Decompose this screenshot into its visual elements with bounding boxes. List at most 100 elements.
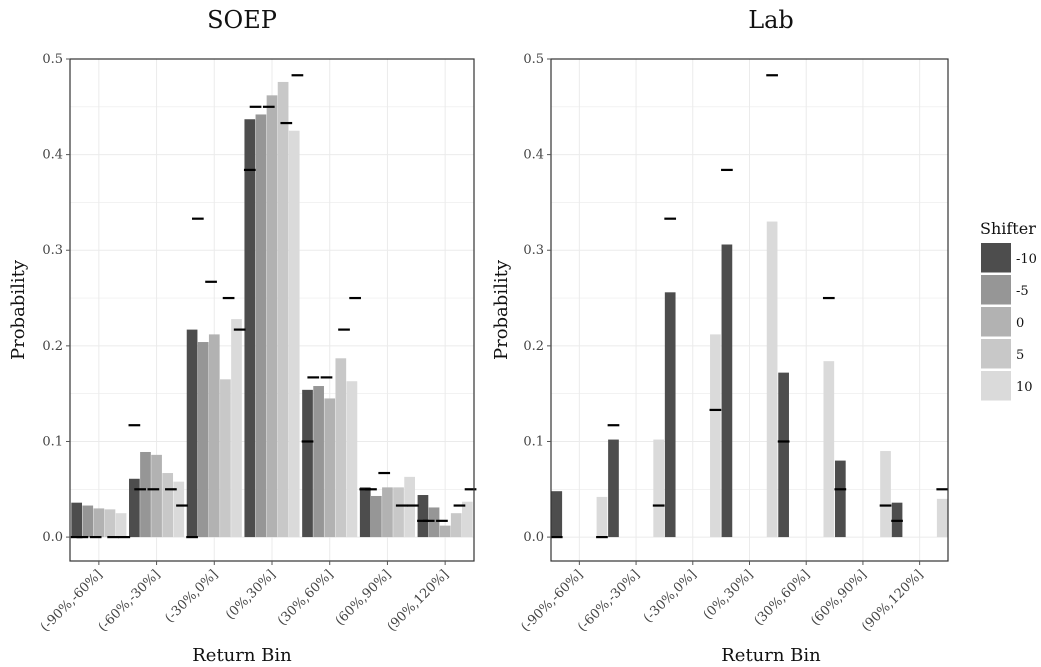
x-tick-label: (30%,60%] (275, 567, 337, 629)
soep-y-axis-label: Probability (8, 259, 29, 360)
y-tick-label: 0.3 (523, 243, 544, 258)
soep-x-ticks: (-90%,-60%](-60%,-30%](-30%,0%] (0%,30%](… (38, 561, 452, 635)
bar-10-0 (115, 513, 127, 538)
bar--10-6 (417, 495, 429, 538)
x-tick-label: (-30%,0%] (162, 567, 221, 626)
bar-10-4 (823, 361, 835, 538)
bar-10-3 (288, 130, 300, 538)
lab-markers (550, 74, 949, 539)
legend-items: -10 -5 0 5 10 (981, 243, 1037, 401)
bar-0-3 (266, 95, 278, 538)
bar-5-0 (104, 509, 116, 538)
legend-key-5 (981, 339, 1011, 369)
bar-5-2 (220, 379, 231, 538)
legend-title: Shifter (980, 219, 1036, 238)
bar-10-1 (653, 439, 665, 538)
bar--5-1 (140, 451, 151, 538)
soep-y-ticks: 0.0 0.1 0.2 0.3 0.4 0.5 (42, 52, 70, 545)
bar-0-6 (439, 525, 451, 538)
bar-10-5 (880, 451, 891, 538)
x-tick-label: (0%,30%] (701, 567, 757, 623)
bar--10-4 (302, 389, 313, 538)
legend-label--10: -10 (1016, 252, 1037, 267)
bar-5-5 (393, 487, 404, 538)
y-tick-label: 0.4 (523, 148, 544, 163)
legend-label-10: 10 (1016, 380, 1033, 395)
soep-panel: SOEP Return Bin Probability 0.0 0.1 0.2 0.3… (8, 6, 477, 666)
lab-y-axis-label: Probability (491, 259, 512, 360)
bar-0-2 (208, 334, 220, 538)
bar-5-1 (162, 473, 174, 538)
x-tick-label: (-30%,0%] (641, 567, 700, 626)
x-tick-label: (90%,120%] (385, 567, 452, 634)
x-tick-label: (30%,60%] (751, 567, 813, 629)
legend-label-5: 5 (1016, 348, 1024, 363)
bar--10-3 (244, 119, 256, 538)
y-tick-label: 0.3 (42, 243, 63, 258)
lab-panel-title: Lab (748, 6, 794, 34)
bar-10-1 (173, 481, 185, 538)
bar--5-3 (255, 114, 267, 538)
bar-0-5 (382, 487, 393, 538)
bar-10-2 (710, 334, 721, 538)
soep-panel-title: SOEP (207, 6, 277, 34)
legend-label-0: 0 (1016, 316, 1024, 331)
lab-grid (551, 58, 948, 561)
legend-label--5: -5 (1016, 284, 1029, 299)
bar-10-6 (936, 498, 948, 538)
lab-bars (551, 221, 948, 538)
y-tick-label: 0.0 (523, 530, 544, 545)
bar--10-5 (359, 487, 371, 538)
x-tick-label: (-60%,-30%] (96, 567, 164, 635)
soep-x-axis-label: Return Bin (192, 645, 292, 666)
legend-key--10 (981, 243, 1011, 273)
bar--5-6 (428, 507, 440, 538)
bar--10-0 (71, 502, 83, 538)
y-tick-label: 0.1 (523, 434, 544, 449)
x-tick-label: (60%,90%] (808, 567, 870, 629)
bar--10-1 (608, 439, 619, 538)
bar-0-0 (93, 508, 105, 538)
bar-5-4 (335, 358, 347, 538)
bar--10-5 (834, 460, 846, 538)
legend-key-10 (981, 371, 1011, 401)
bar-10-4 (346, 381, 358, 538)
y-tick-label: 0.5 (523, 52, 544, 67)
bar-10-2 (231, 319, 242, 538)
bar--5-4 (313, 386, 324, 538)
y-tick-label: 0.0 (42, 530, 63, 545)
bar--10-3 (721, 244, 733, 538)
bar-0-1 (151, 454, 162, 538)
lab-y-ticks: 0.0 0.1 0.2 0.3 0.4 0.5 (523, 52, 551, 545)
bar--10-2 (664, 292, 676, 538)
x-tick-label: (60%,90%] (333, 567, 395, 629)
bar-10-3 (766, 221, 778, 538)
legend-key--5 (981, 275, 1011, 305)
bar-5-6 (450, 513, 462, 538)
bar--10-4 (778, 372, 789, 538)
legend: Shifter -10 -5 0 5 10 (980, 219, 1037, 401)
bar--10-0 (551, 491, 563, 538)
bar-10-6 (461, 501, 473, 538)
bar--10-1 (129, 478, 140, 538)
x-tick-label: (0%,30%] (223, 567, 279, 623)
bar-5-3 (277, 81, 289, 538)
lab-x-axis-label: Return Bin (721, 645, 821, 666)
bar--5-0 (82, 505, 94, 538)
bar-0-4 (324, 398, 336, 538)
soep-markers (70, 74, 477, 539)
bar--10-2 (186, 329, 198, 538)
bar-10-5 (404, 476, 415, 538)
legend-key-0 (981, 307, 1011, 337)
y-tick-label: 0.2 (42, 339, 63, 354)
bar--5-5 (370, 495, 382, 538)
y-tick-label: 0.4 (42, 148, 63, 163)
lab-x-ticks: (-90%,-60%](-60%,-30%](-30%,0%] (0%,30%](… (518, 561, 926, 635)
bar-10-0 (596, 496, 608, 538)
soep-bars (71, 81, 473, 538)
bar--5-2 (197, 342, 209, 538)
y-tick-label: 0.5 (42, 52, 63, 67)
y-tick-label: 0.2 (523, 339, 544, 354)
lab-panel: Lab Return Bin Probability 0.00.10.20.30… (491, 6, 949, 666)
